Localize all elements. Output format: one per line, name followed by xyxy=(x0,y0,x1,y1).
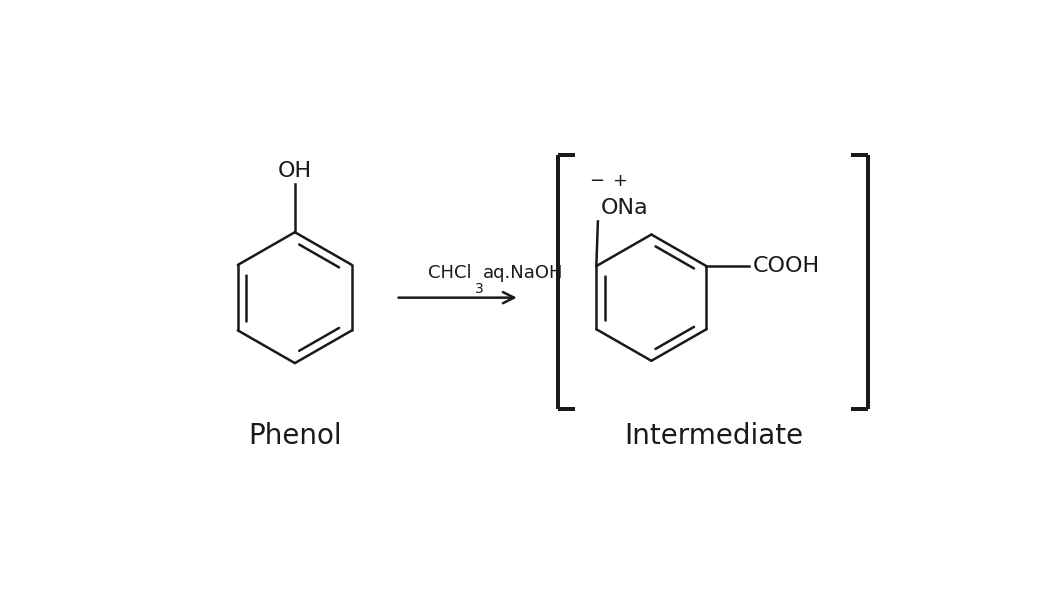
Text: OH: OH xyxy=(278,160,312,181)
Text: +: + xyxy=(612,172,627,191)
Text: ONa: ONa xyxy=(601,198,649,219)
Text: 3: 3 xyxy=(475,282,483,296)
Text: −: − xyxy=(589,172,604,191)
Text: Phenol: Phenol xyxy=(248,422,341,450)
Text: aq.NaOH: aq.NaOH xyxy=(483,264,563,282)
Text: Intermediate: Intermediate xyxy=(624,422,803,450)
Text: CHCl: CHCl xyxy=(428,264,471,282)
Text: COOH: COOH xyxy=(753,256,820,276)
